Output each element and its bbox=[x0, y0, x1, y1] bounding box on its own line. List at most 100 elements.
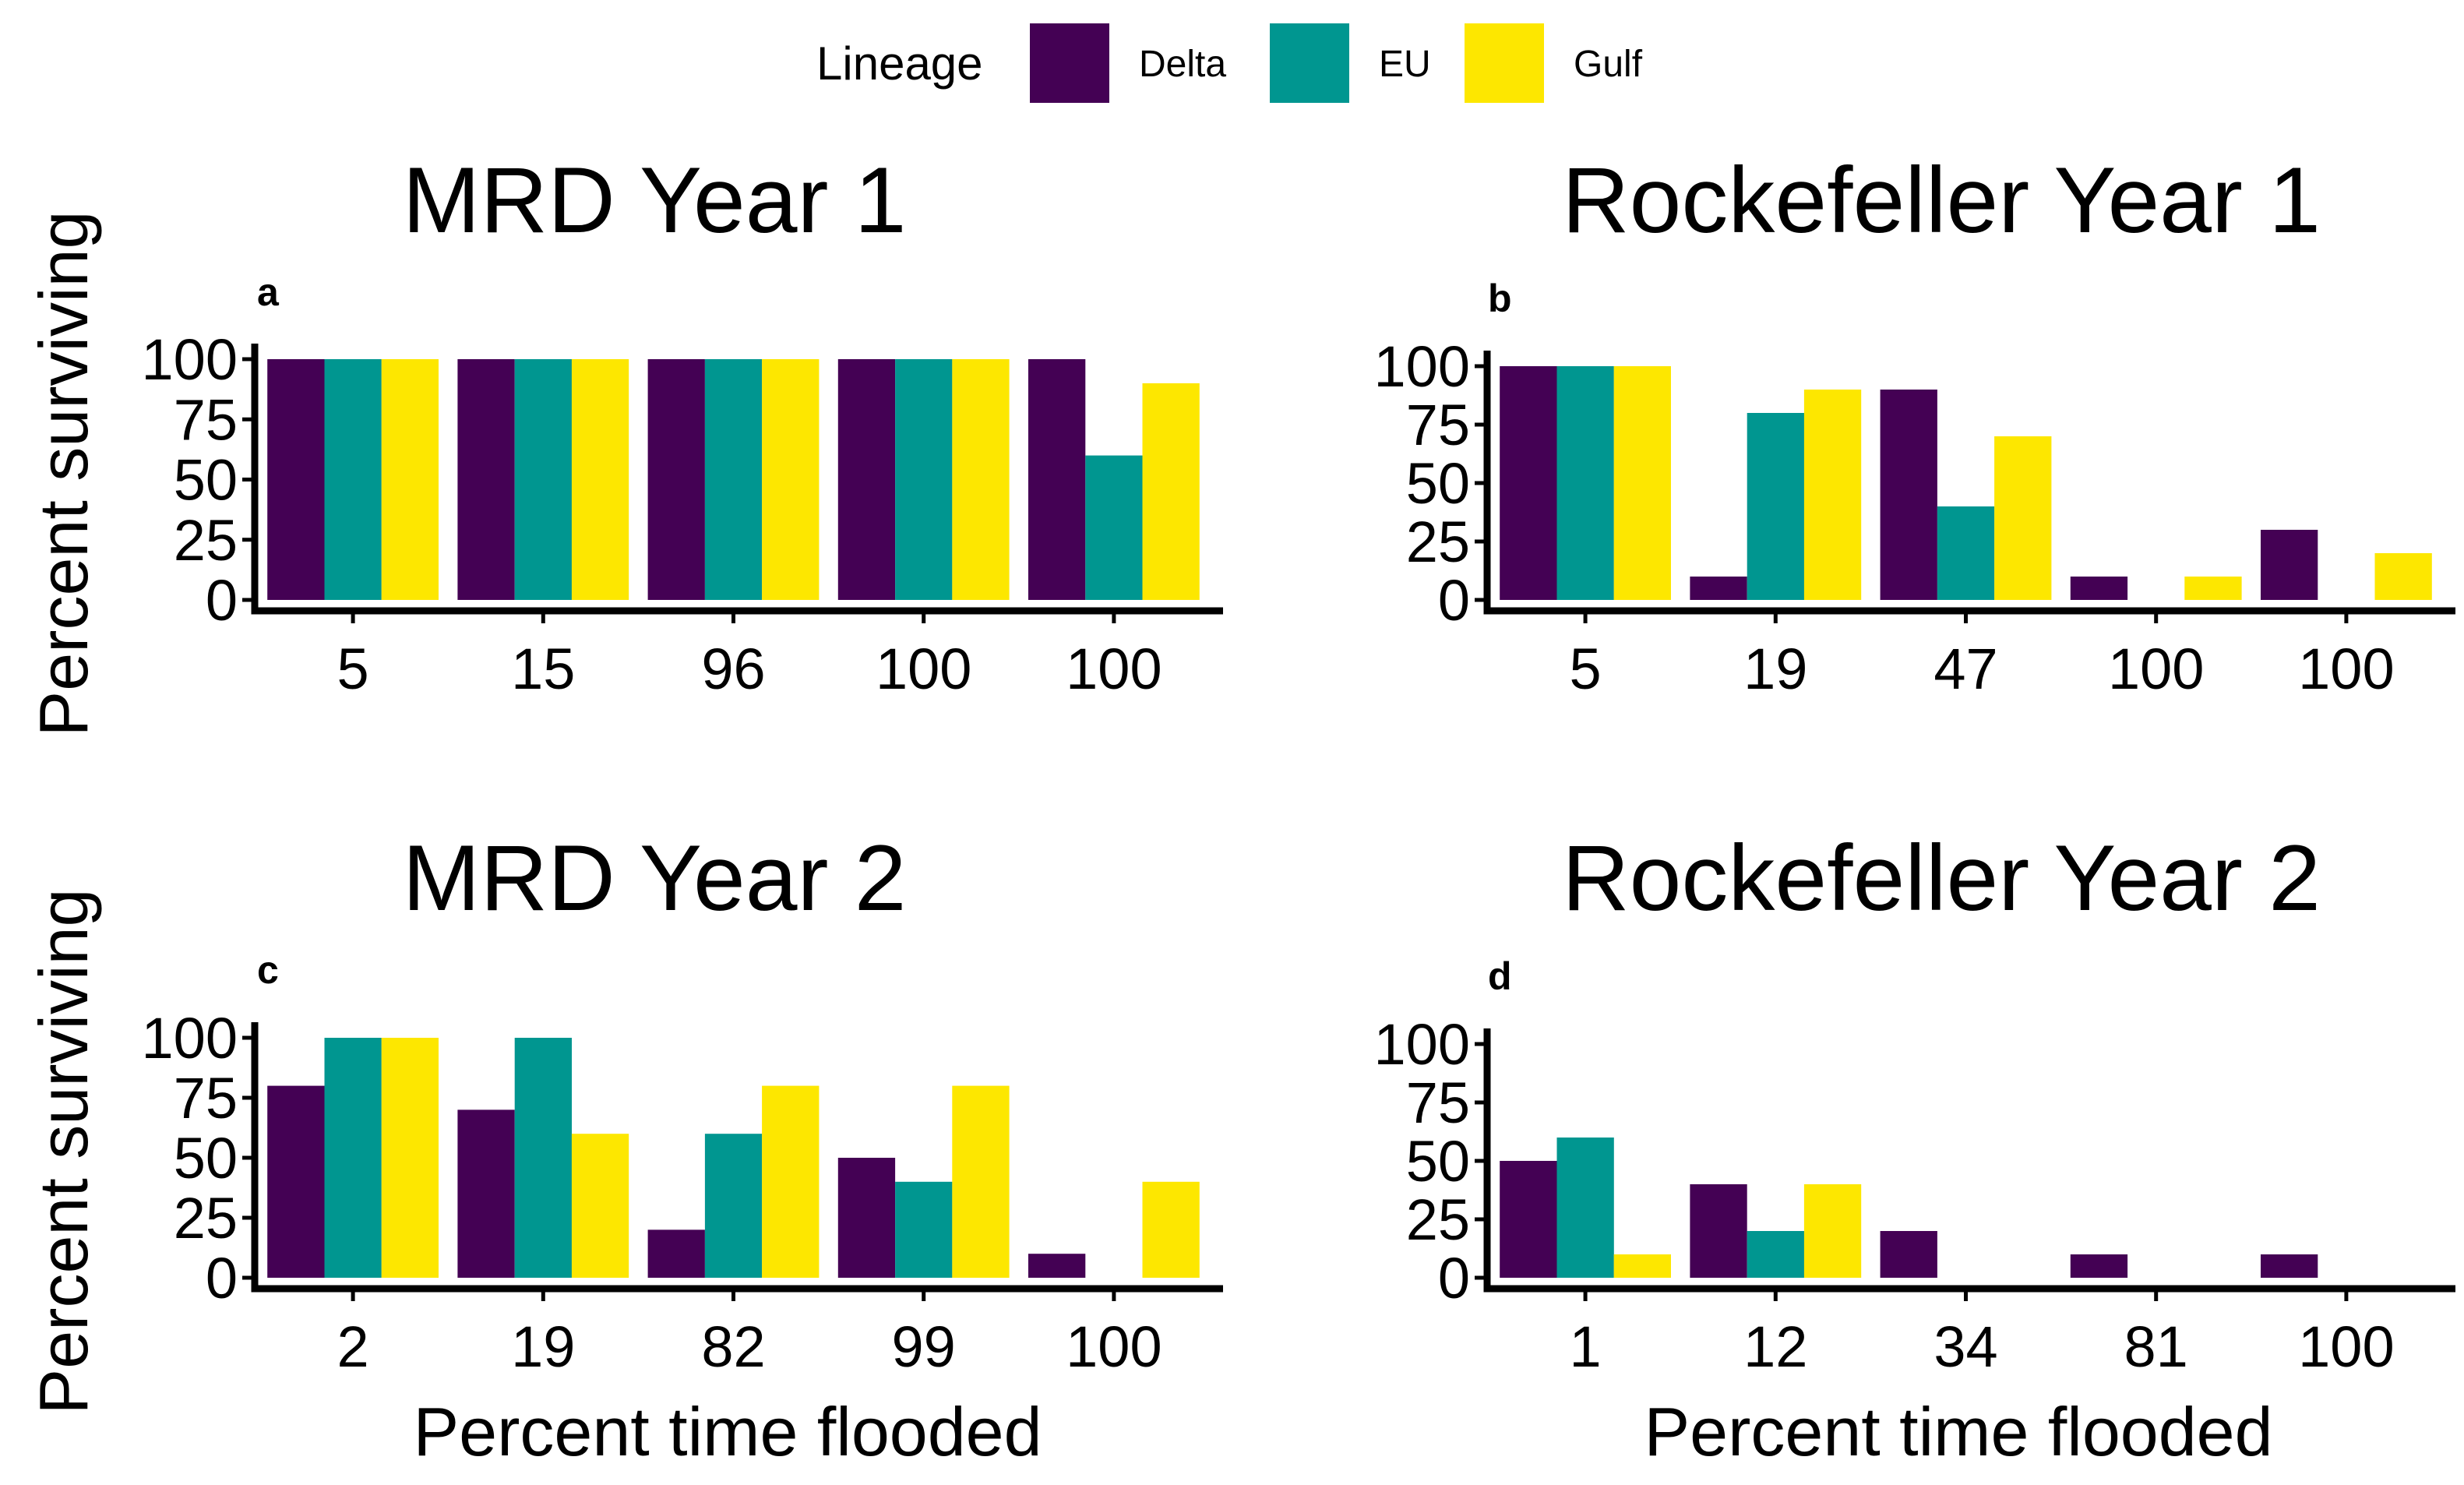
panel-b-title: Rockefeller Year 1 bbox=[1562, 148, 2321, 252]
bar-a-eu-1 bbox=[514, 359, 572, 600]
bar-b-gulf-3 bbox=[2184, 577, 2242, 600]
bar-b-delta-4 bbox=[2261, 530, 2318, 600]
bar-a-eu-4 bbox=[1085, 455, 1143, 600]
x-tick-label-c-0: 2 bbox=[337, 1314, 369, 1379]
bar-b-gulf-0 bbox=[1613, 366, 1671, 600]
y-tick-label-d-3: 75 bbox=[1406, 1071, 1470, 1135]
bar-a-gulf-4 bbox=[1142, 383, 1200, 600]
x-tick-label-c-3: 99 bbox=[892, 1314, 956, 1379]
panel-c-tag: c bbox=[257, 948, 279, 992]
y-tick-label-b-4: 100 bbox=[1374, 334, 1470, 399]
y-tick-label-b-1: 25 bbox=[1406, 510, 1470, 574]
bar-b-delta-2 bbox=[1880, 390, 1937, 600]
bar-c-eu-3 bbox=[895, 1181, 953, 1278]
bar-c-delta-2 bbox=[647, 1229, 705, 1278]
bar-a-eu-0 bbox=[324, 359, 382, 600]
legend-swatch-eu bbox=[1270, 23, 1349, 103]
y-axis-title-bottom: Percent surviving bbox=[25, 889, 102, 1415]
bar-b-delta-1 bbox=[1690, 577, 1747, 600]
bar-b-eu-2 bbox=[1937, 506, 1995, 600]
bar-c-eu-1 bbox=[514, 1038, 572, 1278]
y-tick-label-a-3: 75 bbox=[174, 387, 238, 452]
bar-c-delta-3 bbox=[837, 1158, 896, 1278]
x-axis-title-d: Percent time flooded bbox=[1644, 1393, 2272, 1470]
bar-c-gulf-4 bbox=[1142, 1181, 1200, 1278]
bar-c-gulf-1 bbox=[571, 1134, 629, 1278]
bar-a-eu-2 bbox=[704, 359, 763, 600]
bar-a-gulf-2 bbox=[762, 359, 820, 600]
y-tick-label-c-4: 100 bbox=[142, 1006, 238, 1071]
panel-a-tag: a bbox=[257, 270, 280, 314]
bar-c-delta-0 bbox=[267, 1085, 325, 1278]
x-tick-label-c-2: 82 bbox=[701, 1314, 765, 1379]
bar-c-eu-2 bbox=[704, 1134, 763, 1278]
legend-label-eu: EU bbox=[1379, 44, 1431, 85]
y-tick-label-b-3: 75 bbox=[1406, 393, 1470, 457]
x-tick-label-b-1: 19 bbox=[1743, 637, 1807, 701]
bar-b-delta-0 bbox=[1500, 366, 1557, 600]
y-tick-label-b-0: 0 bbox=[1438, 568, 1470, 633]
x-tick-label-a-2: 96 bbox=[701, 637, 765, 701]
legend-swatch-delta bbox=[1030, 23, 1109, 103]
bar-b-eu-1 bbox=[1747, 413, 1804, 600]
y-tick-label-d-1: 25 bbox=[1406, 1187, 1470, 1252]
bar-a-gulf-3 bbox=[952, 359, 1010, 600]
x-tick-label-a-1: 15 bbox=[511, 637, 575, 701]
y-tick-label-c-1: 25 bbox=[174, 1186, 238, 1250]
bar-b-gulf-2 bbox=[1994, 436, 2052, 600]
y-tick-label-b-2: 50 bbox=[1406, 451, 1470, 516]
x-tick-label-b-3: 100 bbox=[2108, 637, 2204, 701]
panel-d-tag: d bbox=[1488, 954, 1512, 998]
bar-a-delta-0 bbox=[267, 359, 325, 600]
bar-b-gulf-4 bbox=[2374, 553, 2432, 600]
bar-c-gulf-3 bbox=[952, 1085, 1010, 1278]
x-tick-label-a-4: 100 bbox=[1066, 637, 1161, 701]
bar-d-delta-1 bbox=[1690, 1184, 1747, 1278]
legend-title: Lineage bbox=[816, 37, 983, 90]
y-axis-title-top: Percent surviving bbox=[25, 211, 102, 737]
legend: Lineage Delta EU Gulf bbox=[816, 23, 1643, 103]
x-tick-label-d-0: 1 bbox=[1570, 1314, 1602, 1379]
legend-label-delta: Delta bbox=[1139, 44, 1226, 85]
x-tick-label-c-1: 19 bbox=[511, 1314, 575, 1379]
bar-d-eu-1 bbox=[1747, 1231, 1804, 1278]
bar-c-eu-0 bbox=[324, 1038, 382, 1278]
legend-swatch-gulf bbox=[1465, 23, 1544, 103]
bar-a-delta-1 bbox=[457, 359, 515, 600]
x-tick-label-b-2: 47 bbox=[1933, 637, 1997, 701]
y-tick-label-d-2: 50 bbox=[1406, 1129, 1470, 1194]
y-tick-label-d-4: 100 bbox=[1374, 1012, 1470, 1077]
bar-d-gulf-0 bbox=[1613, 1254, 1671, 1278]
bar-b-eu-0 bbox=[1556, 366, 1614, 600]
bar-b-delta-3 bbox=[2070, 577, 2128, 600]
y-tick-label-d-0: 0 bbox=[1438, 1246, 1470, 1310]
y-tick-label-a-4: 100 bbox=[142, 327, 238, 392]
bar-d-gulf-1 bbox=[1803, 1184, 1862, 1278]
bar-a-eu-3 bbox=[895, 359, 953, 600]
bar-d-delta-0 bbox=[1500, 1161, 1557, 1278]
bar-c-gulf-0 bbox=[381, 1038, 439, 1278]
x-tick-label-b-4: 100 bbox=[2298, 637, 2394, 701]
bar-c-gulf-2 bbox=[762, 1085, 820, 1278]
x-tick-label-d-1: 12 bbox=[1743, 1314, 1807, 1379]
y-tick-label-a-2: 50 bbox=[174, 448, 238, 513]
legend-label-gulf: Gulf bbox=[1574, 44, 1643, 85]
x-tick-label-d-2: 34 bbox=[1933, 1314, 1997, 1379]
panel-c-title: MRD Year 2 bbox=[403, 826, 907, 930]
bar-c-delta-4 bbox=[1028, 1254, 1086, 1278]
y-tick-label-c-0: 0 bbox=[206, 1246, 238, 1310]
x-tick-label-c-4: 100 bbox=[1066, 1314, 1161, 1379]
bar-b-gulf-1 bbox=[1803, 390, 1862, 600]
panel-b-tag: b bbox=[1488, 277, 1512, 320]
bar-c-delta-1 bbox=[457, 1109, 515, 1278]
x-tick-label-b-0: 5 bbox=[1570, 637, 1602, 701]
y-tick-label-c-2: 50 bbox=[174, 1126, 238, 1190]
x-tick-label-d-4: 100 bbox=[2298, 1314, 2394, 1379]
bar-d-delta-2 bbox=[1880, 1231, 1937, 1278]
x-tick-label-a-0: 5 bbox=[337, 637, 369, 701]
y-tick-label-a-0: 0 bbox=[206, 568, 238, 633]
